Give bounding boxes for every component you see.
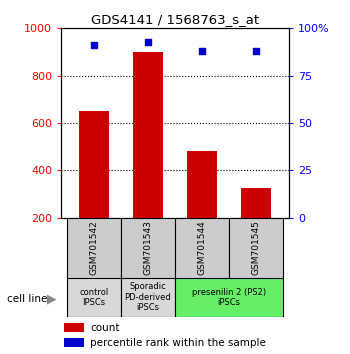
Bar — [133, 52, 163, 218]
Text: cell line: cell line — [7, 294, 47, 304]
Text: GSM701545: GSM701545 — [252, 220, 261, 275]
Bar — [64, 324, 84, 332]
Text: count: count — [90, 322, 119, 333]
Bar — [66, 218, 121, 278]
Text: GSM701543: GSM701543 — [144, 220, 152, 275]
Point — [199, 48, 205, 54]
Point — [145, 39, 151, 44]
Bar — [79, 111, 108, 218]
Text: presenilin 2 (PS2)
iPSCs: presenilin 2 (PS2) iPSCs — [192, 288, 266, 307]
Bar — [175, 278, 284, 317]
Bar — [229, 218, 284, 278]
Bar — [66, 278, 121, 317]
Point — [253, 48, 259, 54]
Point — [91, 42, 97, 48]
Bar — [121, 218, 175, 278]
Text: GSM701542: GSM701542 — [89, 221, 98, 275]
Bar — [241, 188, 271, 218]
Text: ▶: ▶ — [47, 293, 57, 306]
Title: GDS4141 / 1568763_s_at: GDS4141 / 1568763_s_at — [91, 13, 259, 26]
Bar — [121, 278, 175, 317]
Bar — [175, 218, 229, 278]
Bar — [64, 338, 84, 347]
Text: control
IPSCs: control IPSCs — [79, 288, 108, 307]
Bar — [187, 152, 217, 218]
Text: GSM701544: GSM701544 — [198, 221, 206, 275]
Text: percentile rank within the sample: percentile rank within the sample — [90, 338, 266, 348]
Text: Sporadic
PD-derived
iPSCs: Sporadic PD-derived iPSCs — [125, 282, 171, 312]
